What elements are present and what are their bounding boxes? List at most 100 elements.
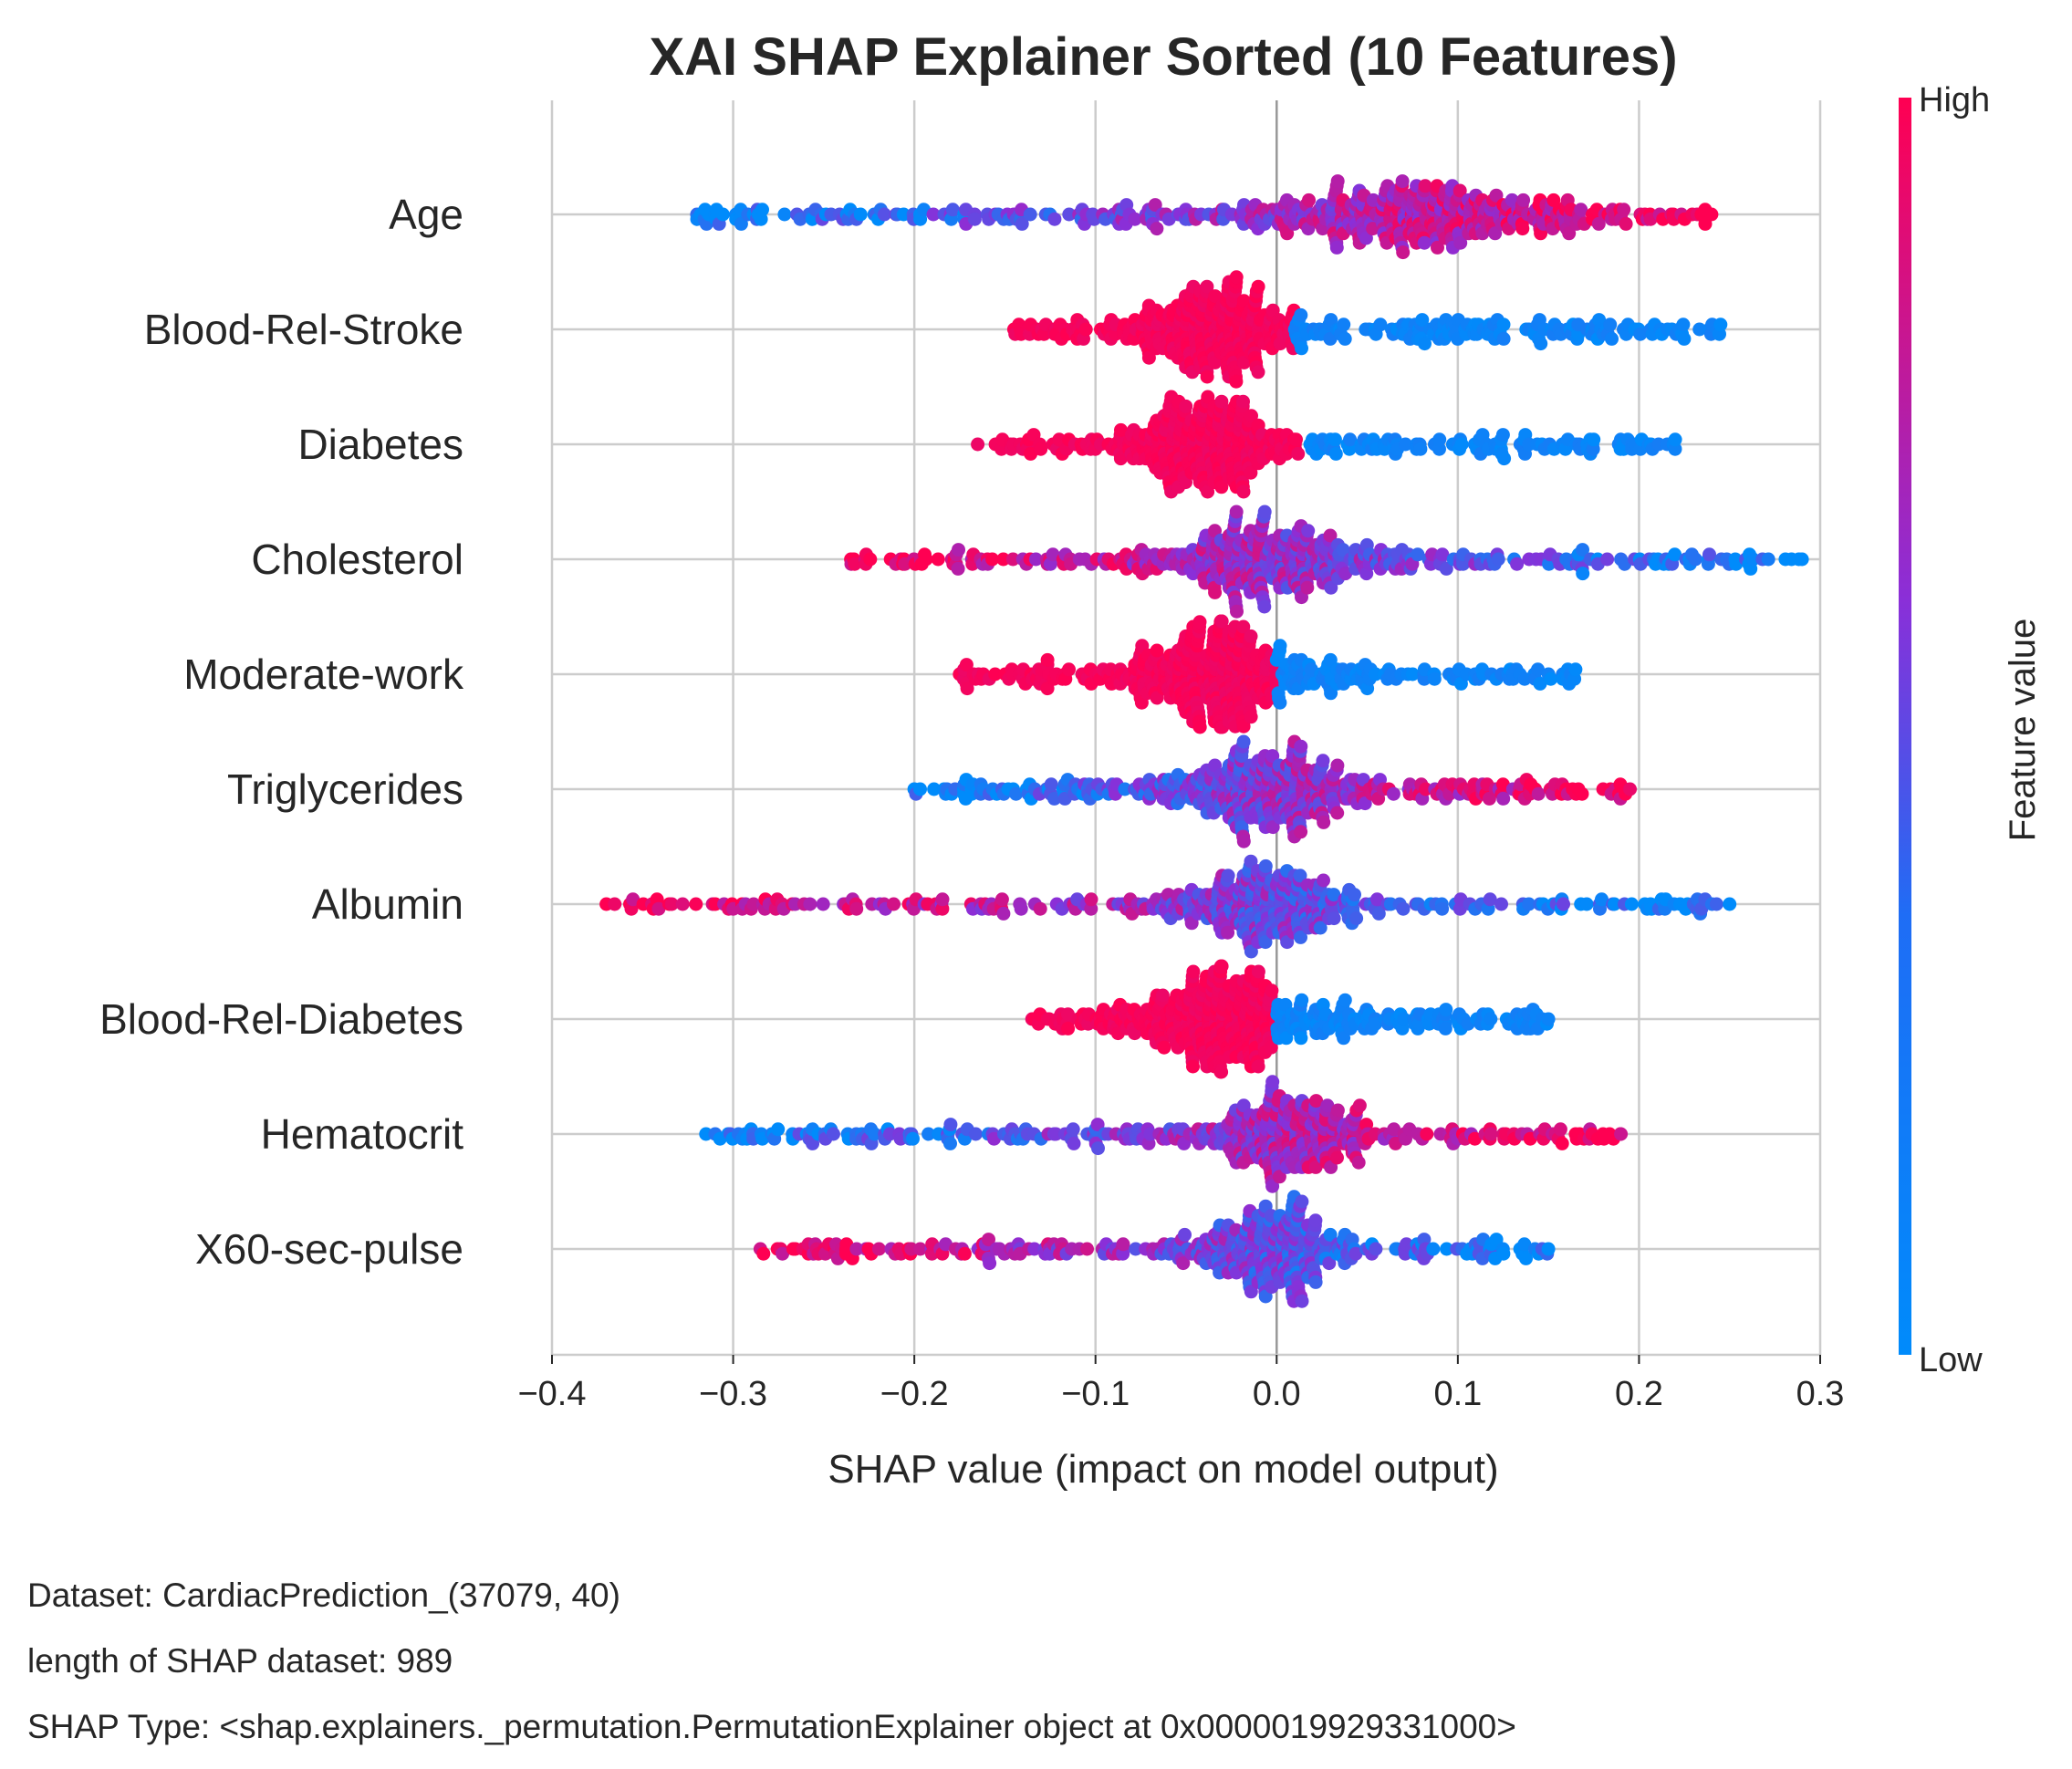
shap-point [1519, 1251, 1533, 1265]
shap-point [906, 1131, 920, 1146]
shap-point [1258, 858, 1273, 873]
feature-label: Cholesterol [251, 536, 463, 583]
shap-point [1317, 873, 1330, 888]
shap-point [1066, 1122, 1080, 1137]
shap-point [1244, 409, 1258, 423]
shap-point [1229, 374, 1244, 389]
shap-point [1302, 193, 1316, 207]
shap-point [1568, 662, 1583, 677]
shap-point [935, 892, 950, 907]
shap-point [1308, 1213, 1323, 1228]
shap-point [1200, 369, 1214, 384]
shap-point [1236, 484, 1251, 499]
shap-point [1533, 676, 1547, 691]
shap-point [1426, 1242, 1441, 1256]
colorbar-high-label: High [1919, 81, 1990, 120]
shap-point [877, 207, 891, 222]
shap-point [1337, 1031, 1351, 1046]
shap-point [1336, 543, 1350, 557]
shap-point [1114, 422, 1128, 437]
shap-point [853, 207, 868, 222]
shap-point [1308, 1275, 1323, 1289]
shap-point [1023, 207, 1037, 222]
shap-point [664, 897, 679, 911]
shap-point [1236, 834, 1251, 848]
shap-point [689, 897, 703, 911]
shap-point [1090, 1118, 1105, 1132]
shap-point [1201, 484, 1215, 499]
shap-point [1435, 901, 1450, 916]
colorbar-gradient [1899, 98, 1911, 1355]
shap-point [1330, 758, 1345, 773]
feature-labels: AgeBlood-Rel-StrokeDiabetesCholesterolMo… [99, 191, 464, 1273]
shap-point [1201, 390, 1215, 404]
shap-point [1439, 1003, 1453, 1017]
shap-point [1067, 1136, 1081, 1150]
shap-point [1265, 1075, 1280, 1089]
x-axis-label: SHAP value (impact on model output) [828, 1447, 1498, 1492]
shap-point [771, 1122, 786, 1137]
shap-point [1417, 235, 1432, 250]
shap-point [1553, 1122, 1567, 1137]
shap-point [1575, 786, 1589, 801]
shap-point [1496, 1246, 1511, 1261]
shap-point [921, 1127, 936, 1141]
shap-point [913, 782, 927, 796]
shap-point [1555, 1136, 1569, 1150]
shap-point [1258, 935, 1273, 950]
shap-point [1015, 216, 1029, 231]
shap-point [935, 901, 950, 916]
shap-point [1352, 1098, 1367, 1113]
shap-point [1291, 446, 1306, 461]
shap-point [1484, 1127, 1498, 1141]
shap-point [1044, 777, 1058, 792]
shap-point [1574, 203, 1588, 217]
shap-point [1349, 911, 1364, 926]
footer-shap-length: length of SHAP dataset: 989 [27, 1642, 453, 1680]
shap-point [1468, 1131, 1482, 1146]
shap-point [1257, 505, 1272, 519]
shap-point [1541, 1012, 1556, 1026]
shap-point [1251, 1059, 1265, 1074]
feature-label: Age [389, 191, 463, 238]
shap-point [1040, 652, 1055, 667]
shap-point [1295, 993, 1309, 1007]
shap-point [1293, 869, 1307, 883]
shap-point [1273, 639, 1287, 653]
colorbar: High Low Feature value [1899, 81, 2043, 1379]
shap-point [1397, 1012, 1411, 1026]
shap-point [849, 1242, 864, 1256]
shap-point [1358, 796, 1372, 811]
shap-point [1192, 615, 1207, 630]
shap-point [1435, 547, 1450, 562]
shap-point [803, 897, 817, 911]
shap-point [1348, 1246, 1363, 1261]
shap-point [756, 1246, 771, 1261]
shap-point [868, 1127, 881, 1141]
shap-point [1236, 734, 1251, 749]
shap-point [1348, 888, 1361, 902]
shap-point [1405, 667, 1420, 682]
shap-point [1141, 350, 1156, 365]
shap-point [1600, 552, 1615, 567]
shap-point [1668, 432, 1682, 447]
shap-point [1576, 567, 1590, 581]
shap-point [1229, 270, 1244, 285]
shap-point [1244, 710, 1258, 724]
colorbar-title: Feature value [2003, 619, 2043, 842]
shap-point [746, 897, 761, 911]
feature-label: Albumin [312, 880, 463, 928]
shap-point [1440, 1242, 1454, 1256]
shap-point [943, 1118, 958, 1132]
shap-point [1062, 662, 1076, 677]
shap-point [957, 1246, 972, 1261]
shap-point [1713, 317, 1728, 332]
shap-point [882, 1127, 897, 1141]
shap-point [1129, 1242, 1143, 1256]
shap-point [1483, 892, 1497, 907]
shap-point [1373, 317, 1388, 332]
shap-point [1322, 1256, 1337, 1271]
footer-shap-type: SHAP Type: <shap.explainers._permutation… [27, 1708, 1516, 1745]
shap-point [1531, 662, 1545, 677]
